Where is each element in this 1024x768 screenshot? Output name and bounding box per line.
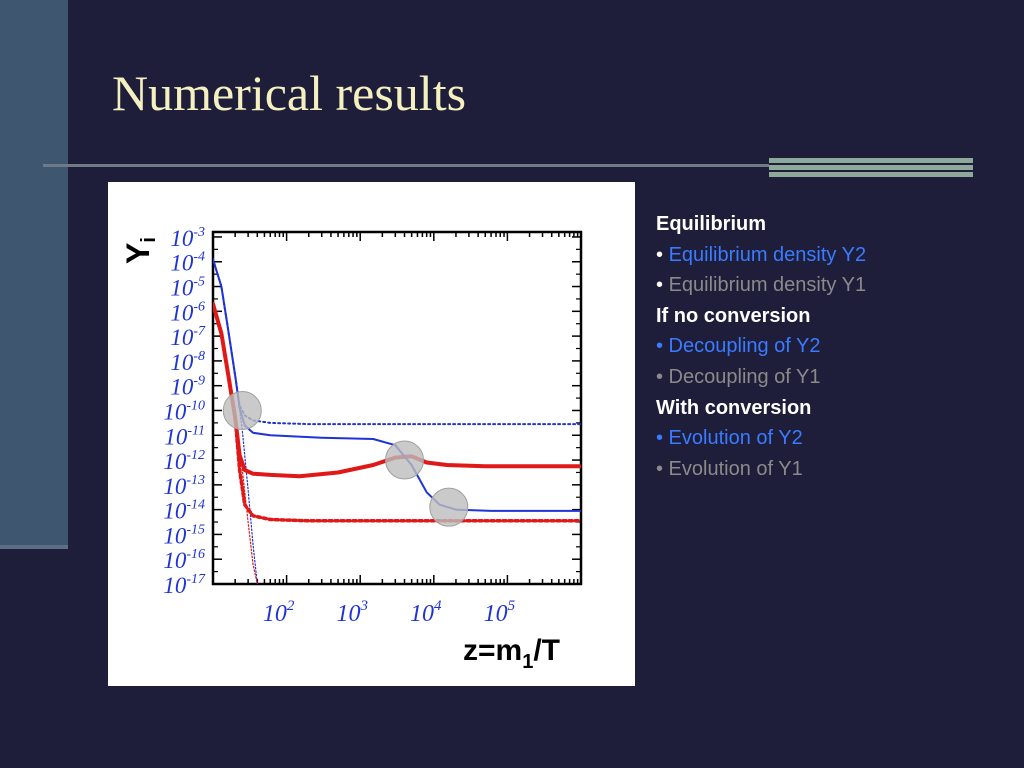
- y-tick-label: 10-12: [163, 448, 205, 474]
- y-tick-label: 10-5: [170, 275, 205, 301]
- highlight-marker-3: [429, 487, 469, 527]
- legend-label-eq-y1: Equilibrium density Y1: [668, 274, 867, 297]
- x-axis-label: z=m1/T: [463, 634, 560, 673]
- y-tick-label: 10-3: [170, 225, 205, 251]
- y-tick-label: 10-10: [163, 398, 205, 424]
- legend-header-with-conversion: With conversion: [656, 396, 812, 419]
- highlight-marker-1: [222, 390, 262, 430]
- legend-text: Equilibrium • Equilibrium density Y2 • E…: [656, 209, 866, 484]
- y-tick-label: 10-7: [170, 324, 206, 350]
- legend-header-equilibrium: Equilibrium: [656, 213, 766, 235]
- y-tick-label: 10-17: [163, 572, 206, 598]
- legend-item-dec-y2: • Decoupling of Y2: [656, 335, 821, 358]
- x-tick-label: 104: [410, 598, 442, 627]
- legend-item-dec-y1: • Decoupling of Y1: [656, 365, 821, 388]
- legend-item-evo-y1: • Evolution of Y1: [656, 457, 803, 480]
- x-tick-label: 102: [263, 598, 295, 627]
- left-decor-band: [0, 0, 68, 545]
- abundance-chart: 10-310-410-510-610-710-810-910-1010-1110…: [120, 225, 583, 673]
- divider-accent: [769, 158, 973, 179]
- x-tick-label: 103: [336, 598, 368, 627]
- legend-bullet: •: [656, 243, 664, 266]
- series-eq-y1: [213, 303, 258, 584]
- legend-item-eq-y2: • Equilibrium density Y2: [656, 240, 866, 271]
- x-tick-label: 105: [484, 598, 516, 627]
- legend-item-eq-y1: • Equilibrium density Y1: [656, 270, 866, 301]
- legend-header-no-conversion: If no conversion: [656, 304, 811, 327]
- chart-panel: 10-3 10-4 10-5 10-6 10-7 10-8 10-9 10-10 10-11 10…: [108, 182, 635, 686]
- highlight-marker-2: [385, 440, 425, 480]
- y-tick-label: 10-11: [164, 423, 205, 449]
- title-divider: [43, 164, 973, 167]
- left-decor-band-edge: [0, 545, 68, 549]
- series-dec-y1: [213, 302, 581, 523]
- y-axis-label: Yi: [120, 237, 160, 264]
- legend-item-evo-y2: • Evolution of Y2: [656, 427, 803, 450]
- y-tick-label: 10-14: [163, 498, 205, 524]
- y-tick-label: 10-8: [170, 349, 205, 375]
- slide-title: Numerical results: [112, 65, 467, 121]
- y-tick-label: 10-4: [170, 250, 205, 276]
- y-tick-label: 10-6: [170, 299, 205, 325]
- plot-frame: [211, 230, 583, 586]
- y-tick-label: 10-16: [163, 547, 205, 573]
- y-tick-label: 10-13: [163, 473, 205, 499]
- legend-label-eq-y2: Equilibrium density Y2: [668, 243, 867, 266]
- y-tick-label: 10-9: [170, 374, 205, 400]
- legend-bullet: •: [656, 274, 664, 297]
- series-dec-y2: [213, 258, 581, 426]
- y-tick-label: 10-15: [163, 522, 205, 548]
